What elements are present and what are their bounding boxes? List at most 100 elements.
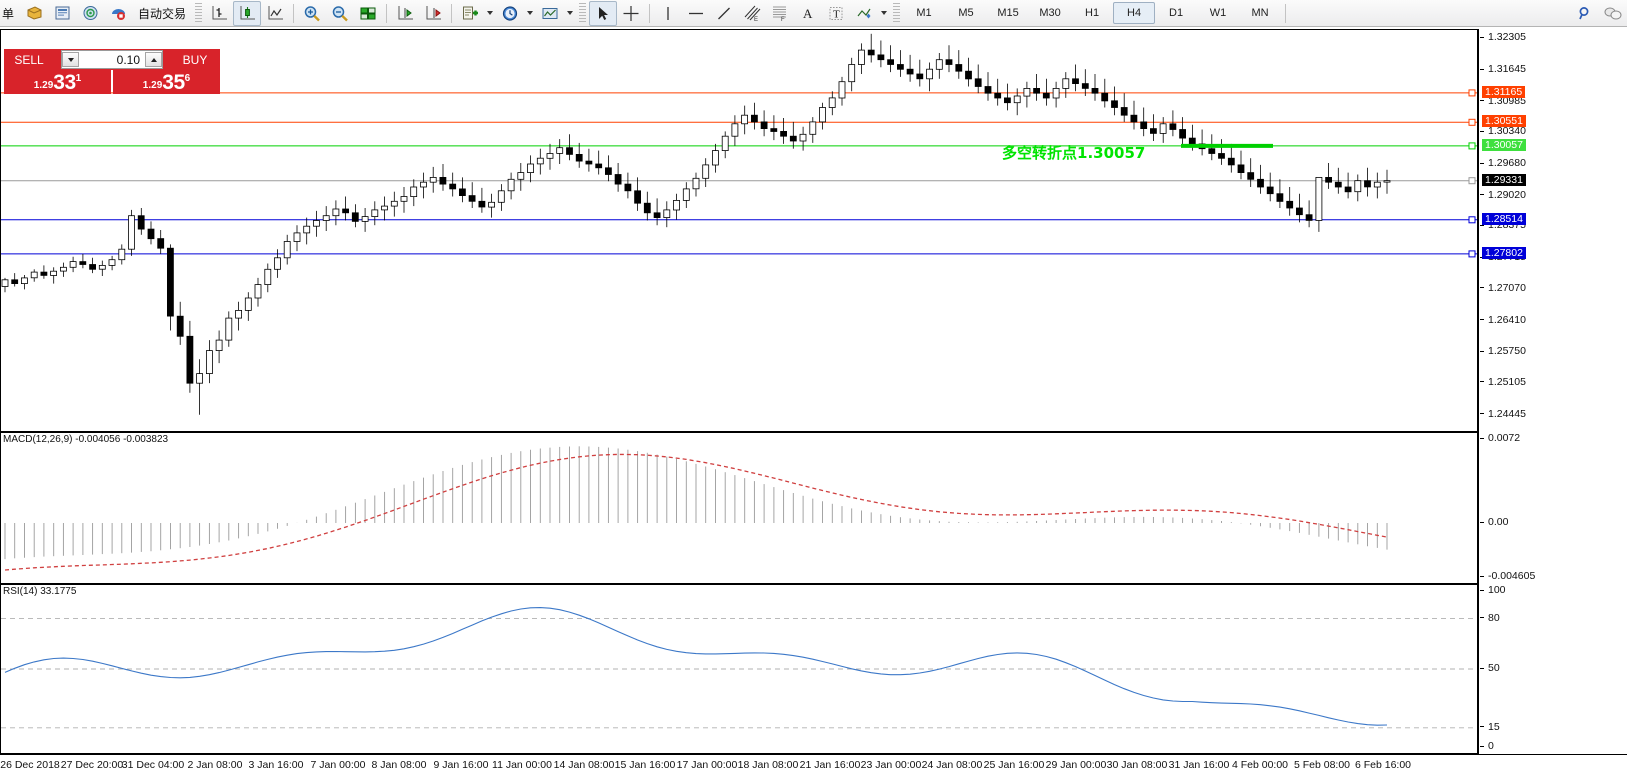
tick-dash — [1480, 726, 1484, 728]
timeframe-m5[interactable]: M5 — [958, 7, 974, 19]
svg-text:F: F — [781, 17, 785, 22]
timeframe-w1[interactable]: W1 — [1209, 7, 1227, 19]
tick-dash — [1480, 667, 1484, 669]
resistance-line-tag-1[interactable]: 1.31165 — [1482, 85, 1526, 98]
macd-indicator-pane[interactable] — [0, 432, 1478, 584]
toolbar-grip-3[interactable] — [893, 3, 901, 23]
timeframe-m15[interactable]: M15 — [997, 7, 1019, 19]
auto-scroll-icon[interactable] — [419, 1, 447, 26]
timeframe-m1[interactable]: M1 — [916, 7, 932, 19]
chart-annotation-text[interactable]: 多空转折点1.30057 — [1002, 144, 1146, 162]
tick-label: 1.32305 — [1488, 31, 1526, 44]
chart-shift-icon[interactable] — [391, 1, 419, 26]
toolbar-grip-2[interactable] — [579, 3, 587, 23]
signals-icon[interactable] — [76, 1, 104, 26]
templates-dropdown-arrow[interactable] — [564, 2, 576, 25]
tick-dash — [1480, 745, 1484, 747]
price-scale[interactable]: 1.32305 1.31645 1.30985 1.30340 1.29680 1.290… — [1478, 29, 1627, 432]
toolbar-separator-2 — [386, 3, 388, 23]
period-icon[interactable] — [496, 1, 524, 26]
line-chart-icon[interactable] — [261, 1, 289, 26]
cursor-icon[interactable] — [589, 0, 618, 26]
timeframe-m30[interactable]: M30 — [1039, 7, 1061, 19]
horizontal-line-icon[interactable] — [682, 1, 710, 26]
timeframe-h1[interactable]: H1 — [1085, 7, 1100, 19]
time-label: 8 Jan 08:00 — [371, 759, 427, 771]
tick-dash — [1480, 575, 1484, 577]
bar-chart-icon[interactable] — [205, 1, 233, 26]
equidistant-channel-icon[interactable]: E — [738, 1, 766, 26]
templates-icon[interactable] — [536, 1, 564, 26]
rsi-indicator-pane[interactable] — [0, 584, 1478, 754]
time-label: 25 Jan 16:00 — [983, 759, 1045, 771]
text-box-icon[interactable]: T — [822, 1, 850, 26]
wallet-icon[interactable] — [20, 1, 48, 26]
tick-dash — [1480, 319, 1484, 320]
price-tick: 1.29020 — [1479, 189, 1627, 201]
tick-dash — [1480, 350, 1484, 352]
period-dropdown-arrow[interactable] — [524, 2, 536, 25]
tick-label: 0.00 — [1488, 516, 1509, 528]
tick-dash — [1480, 194, 1484, 196]
fibonacci-retracement-icon[interactable]: F — [766, 1, 794, 26]
zoom-in-icon[interactable] — [298, 1, 326, 26]
candlestick-chart-icon[interactable] — [233, 0, 262, 26]
time-label: 21 Jan 16:00 — [799, 759, 861, 771]
one-click-trading-panel[interactable]: SELL 0.10 BUY 1.29 33 1 1.29 35 6 — [4, 49, 220, 94]
price-tick: 1.30340 — [1479, 125, 1627, 137]
pivot-line-tag[interactable]: 1.30057 — [1482, 138, 1526, 151]
rsi-tick: 80 — [1479, 612, 1627, 624]
last-price-tag[interactable]: 1.29331 — [1482, 173, 1526, 186]
autotrading-icon[interactable] — [104, 1, 132, 26]
auto-trading-label[interactable]: 自动交易 — [138, 6, 187, 21]
trendline-icon[interactable] — [710, 1, 738, 26]
buy-button[interactable]: BUY — [170, 49, 220, 70]
price-tick: 1.29680 — [1479, 157, 1627, 169]
buy-price[interactable]: 1.29 35 6 — [113, 70, 220, 94]
sell-button[interactable]: SELL — [4, 49, 54, 70]
timeframe-d1[interactable]: D1 — [1169, 7, 1184, 19]
tick-dash — [1480, 589, 1484, 591]
vertical-line-icon[interactable] — [654, 1, 682, 26]
timeframe-h4[interactable]: H4 — [1113, 2, 1156, 24]
volume-decrement-button[interactable] — [62, 52, 79, 67]
tick-dash — [1480, 224, 1484, 226]
time-label: 2 Jan 08:00 — [187, 759, 243, 771]
support-line-tag-2[interactable]: 1.27802 — [1482, 246, 1526, 259]
crosshair-icon[interactable] — [617, 1, 645, 26]
volume-value[interactable]: 0.10 — [116, 52, 140, 67]
indicators-icon[interactable] — [456, 1, 484, 26]
volume-increment-button[interactable] — [145, 52, 162, 67]
objects-dropdown-arrow[interactable] — [878, 2, 890, 25]
macd-tick: -0.004605 — [1479, 570, 1627, 582]
orders-label: 单 — [2, 6, 15, 21]
support-line-tag-1[interactable]: 1.28514 — [1482, 212, 1526, 225]
toolbar-grip-1[interactable] — [195, 3, 203, 23]
sell-price[interactable]: 1.29 33 1 — [4, 70, 111, 94]
tick-label: 1.25105 — [1488, 375, 1526, 388]
svg-text:A: A — [803, 6, 813, 21]
news-icon[interactable] — [48, 1, 76, 26]
tick-dash — [1480, 437, 1484, 439]
chat-icon[interactable] — [1599, 1, 1627, 26]
tile-windows-icon[interactable] — [354, 1, 382, 26]
volume-stepper[interactable]: 0.10 — [61, 50, 163, 69]
price-chart-pane[interactable] — [0, 29, 1478, 432]
sell-price-main: 33 — [53, 71, 76, 94]
zoom-out-icon[interactable] — [326, 1, 354, 26]
time-label: 7 Jan 00:00 — [310, 759, 366, 771]
objects-icon[interactable] — [850, 1, 878, 26]
buy-price-pipette: 6 — [184, 73, 191, 84]
time-label: 5 Feb 08:00 — [1293, 759, 1351, 771]
text-label-icon[interactable]: A — [794, 1, 822, 26]
resistance-line-tag-2[interactable]: 1.30551 — [1482, 115, 1526, 128]
tick-label: 1.31645 — [1488, 63, 1526, 75]
timeframe-mn[interactable]: MN — [1251, 7, 1269, 19]
time-label: 29 Jan 00:00 — [1045, 759, 1107, 771]
tick-dash — [1480, 381, 1484, 383]
tick-label: 1.27070 — [1488, 281, 1526, 294]
indicators-dropdown-arrow[interactable] — [484, 2, 496, 25]
tick-dash — [1480, 413, 1484, 414]
search-icon[interactable] — [1571, 1, 1599, 26]
price-tick: 1.24445 — [1479, 408, 1627, 420]
